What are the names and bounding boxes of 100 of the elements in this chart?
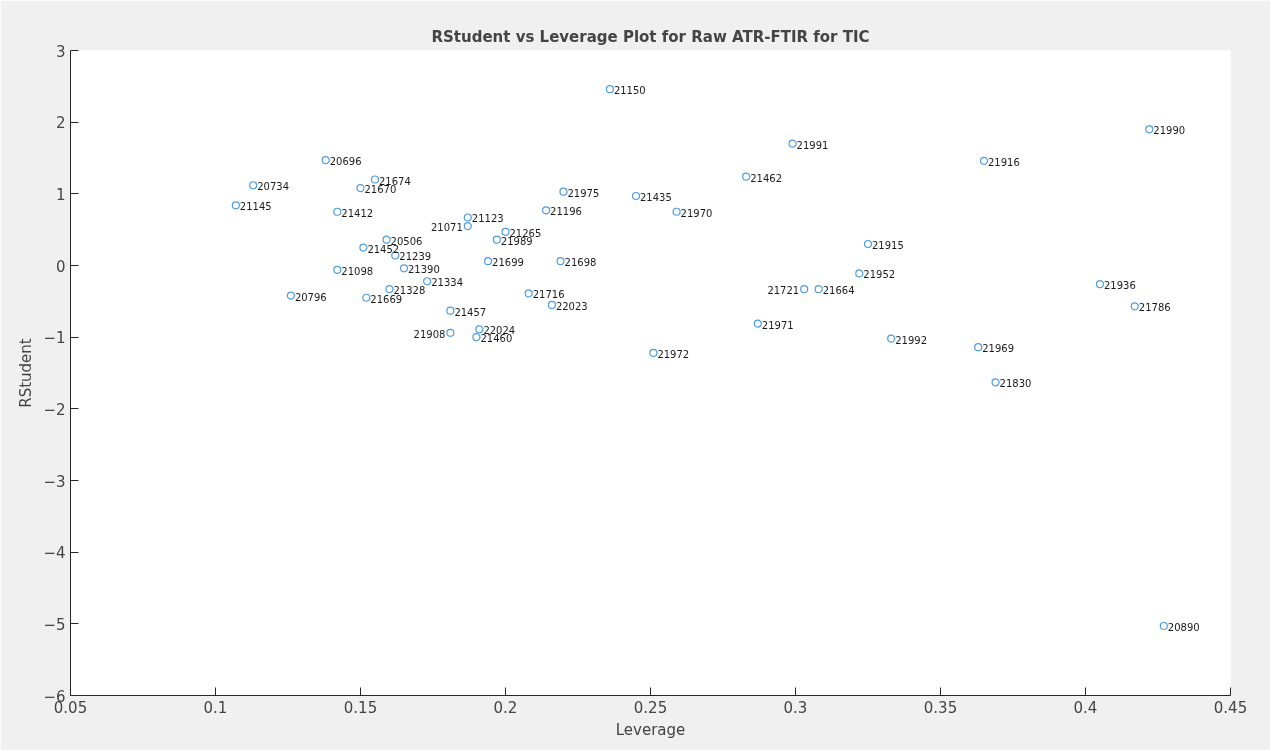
point [385,285,394,294]
point [1159,621,1168,631]
annotation: 21145 [239,201,272,213]
point [484,257,493,266]
x-tick-label: 0.3 [783,698,808,717]
point [370,175,380,184]
y-tick-label: −5 [43,615,66,634]
annotation: 21716 [532,289,565,301]
annotation: 21970 [680,207,713,219]
point [556,257,565,266]
y-tick-label: −2 [43,400,66,419]
annotation: 21196 [550,206,582,218]
point [855,269,864,278]
point [249,181,258,190]
point [356,184,365,193]
annotation: 21150 [613,85,646,97]
annotation: 22023 [555,300,588,312]
point [542,206,551,215]
point [672,207,681,216]
point [362,293,371,302]
annotation: 21721 [767,285,800,297]
x-tick-label: 0.1 [203,698,228,717]
annotation: 21123 [471,213,504,225]
annotation: 21462 [750,172,783,184]
point [800,285,809,294]
annotation: 21390 [408,264,440,276]
annotation: 21664 [822,285,855,297]
x-tick-label: 0.25 [633,698,668,717]
point [753,319,762,328]
point [974,343,983,352]
point [1130,302,1139,311]
x-tick-label: 0.4 [1073,698,1098,717]
point [559,187,568,196]
annotation: 21908 [413,328,446,340]
point [742,172,751,181]
chart-title: RStudent vs Leverage Plot for Raw ATR-FTIR for TIC [431,27,870,46]
point [472,333,481,342]
point [446,328,455,337]
annotation: 20696 [329,156,362,168]
annotation: 20734 [257,181,290,193]
point [979,156,989,165]
annotation: 21699 [492,257,524,269]
y-axis-title: RStudent [17,338,36,408]
point [1145,125,1154,134]
point [333,207,342,216]
annotation: 21435 [640,191,672,203]
annotation: 21975 [567,187,600,199]
annotation: 21972 [657,348,690,360]
annotation: 21239 [399,251,432,263]
annotation: 20890 [1167,621,1200,633]
annotation: 21969 [982,343,1015,355]
point [605,85,614,94]
point [333,265,342,274]
annotation: 21071 [430,222,463,234]
point [547,300,556,310]
point [399,264,409,273]
annotation: 21952 [863,269,896,281]
x-tick-label: 0.15 [343,698,378,717]
point [423,277,432,286]
annotation: 21915 [872,240,904,251]
point [382,235,391,244]
y-tick-label: 0 [55,257,66,276]
annotation: 21457 [454,306,487,318]
annotation: 21334 [431,277,464,289]
point [321,156,330,165]
annotation: 21936 [1104,280,1136,292]
y-tick-label: 2 [55,114,66,133]
x-tick-label: 0.35 [923,698,958,717]
annotation: 21990 [1153,125,1186,137]
point [631,191,641,201]
annotation: 21971 [761,319,794,331]
annotation: 20796 [294,291,327,303]
point [501,227,510,236]
point [359,243,368,252]
point [492,235,501,244]
point [231,201,240,210]
y-tick-label: 1 [55,185,66,204]
annotation: 21670 [364,184,397,196]
annotation: 21098 [341,265,374,277]
x-tick-label: 0.45 [1213,698,1248,717]
annotation: 21991 [796,139,829,151]
point [887,334,896,343]
point [475,325,484,334]
point [463,221,472,231]
point [463,213,472,222]
point [286,291,295,300]
point [863,239,873,249]
annotation: 21412 [341,207,374,219]
x-axis-title: Leverage [615,720,686,739]
annotation: 21830 [999,378,1032,390]
y-tick-label: −4 [43,544,66,563]
annotation: 21786 [1138,302,1171,314]
annotation: 21992 [895,334,928,346]
point [524,289,533,298]
y-tick-label: 3 [55,42,66,61]
y-tick-label: −1 [43,329,66,348]
annotation: 21698 [564,257,597,269]
point [788,139,797,148]
point [991,378,1000,387]
point [446,306,455,315]
